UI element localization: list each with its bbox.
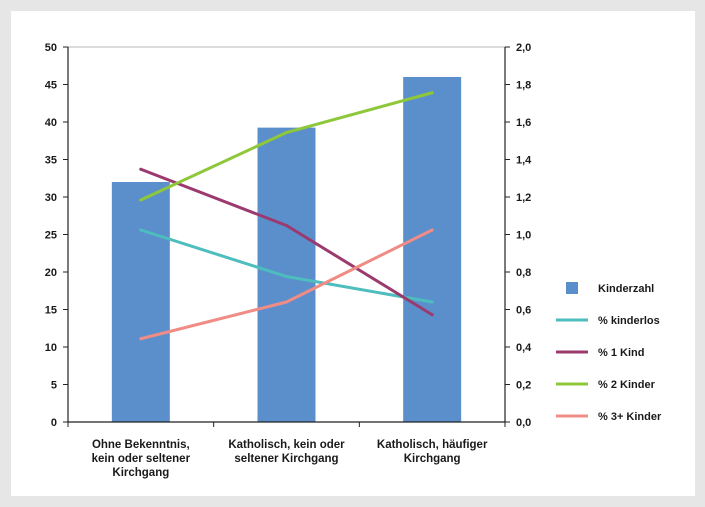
category-label-2: Katholisch, kein oder seltener Kirchgang <box>228 439 345 465</box>
left-tick-label: 20 <box>45 267 57 279</box>
right-tick-label: 2,0 <box>516 42 531 54</box>
right-tick-label: 1,6 <box>516 117 531 129</box>
right-tick-label: 1,4 <box>516 155 532 167</box>
right-tick-label: 0,6 <box>516 305 531 317</box>
legend-label: % 2 Kinder <box>598 379 656 391</box>
bar-1 <box>111 182 170 422</box>
legend-label: % kinderlos <box>598 315 660 327</box>
legend-swatch-bar <box>566 282 578 294</box>
right-tick-label: 1,0 <box>516 230 531 242</box>
category-label-line: Katholisch, kein oder <box>228 439 345 451</box>
left-tick-label: 40 <box>45 117 57 129</box>
series-point-1 <box>139 228 143 232</box>
series-point-2 <box>139 167 143 171</box>
category-label-1: Ohne Bekenntnis, kein oder seltener Kirchg… <box>92 439 191 479</box>
series-point-2 <box>430 313 434 317</box>
left-tick-label: 50 <box>45 42 57 54</box>
right-tick-label: 0,8 <box>516 267 531 279</box>
left-tick-label: 30 <box>45 192 57 204</box>
left-tick-label: 0 <box>51 417 57 429</box>
series-point-1 <box>430 300 434 304</box>
category-label-line: Katholisch, häufiger <box>377 439 488 451</box>
left-tick-label: 15 <box>45 305 57 317</box>
bar-3 <box>403 77 462 422</box>
series-point-4 <box>430 228 434 232</box>
chart-card: 0 5 10 15 20 25 30 35 40 45 50 0,0 0,2 0,4 0,6 0,8 1,0 1,… <box>11 11 695 496</box>
series-point-4 <box>139 337 143 341</box>
category-label-line: Kirchgang <box>404 453 461 465</box>
bar-2 <box>257 127 316 422</box>
category-label-line: Ohne Bekenntnis, <box>92 439 190 451</box>
legend-label: % 3+ Kinder <box>598 411 662 423</box>
right-tick-label: 0,2 <box>516 380 531 392</box>
right-tick-label: 0,4 <box>516 342 532 354</box>
right-tick-label: 1,8 <box>516 80 531 92</box>
right-tick-label: 1,2 <box>516 192 531 204</box>
legend-label: Kinderzahl <box>598 283 654 295</box>
category-label-line: Kirchgang <box>112 467 169 479</box>
left-tick-label: 35 <box>45 155 57 167</box>
series-point-3 <box>139 198 143 202</box>
category-label-3: Katholisch, häufiger Kirchgang <box>377 439 488 465</box>
legend-label: % 1 Kind <box>598 347 644 359</box>
series-point-4 <box>285 300 288 304</box>
left-tick-label: 10 <box>45 342 57 354</box>
left-tick-label: 25 <box>45 230 57 242</box>
category-label-line: kein oder seltener <box>92 453 191 465</box>
combo-chart: 0 5 10 15 20 25 30 35 40 45 50 0,0 0,2 0,4 0,6 0,8 1,0 1,… <box>45 42 662 479</box>
category-label-line: seltener Kirchgang <box>234 453 338 465</box>
series-point-3 <box>430 91 434 95</box>
left-tick-label: 5 <box>51 380 57 392</box>
right-tick-label: 0,0 <box>516 417 531 429</box>
series-point-2 <box>285 224 288 227</box>
left-tick-label: 45 <box>45 80 57 92</box>
series-point-1 <box>285 275 288 278</box>
series-point-3 <box>285 131 288 134</box>
